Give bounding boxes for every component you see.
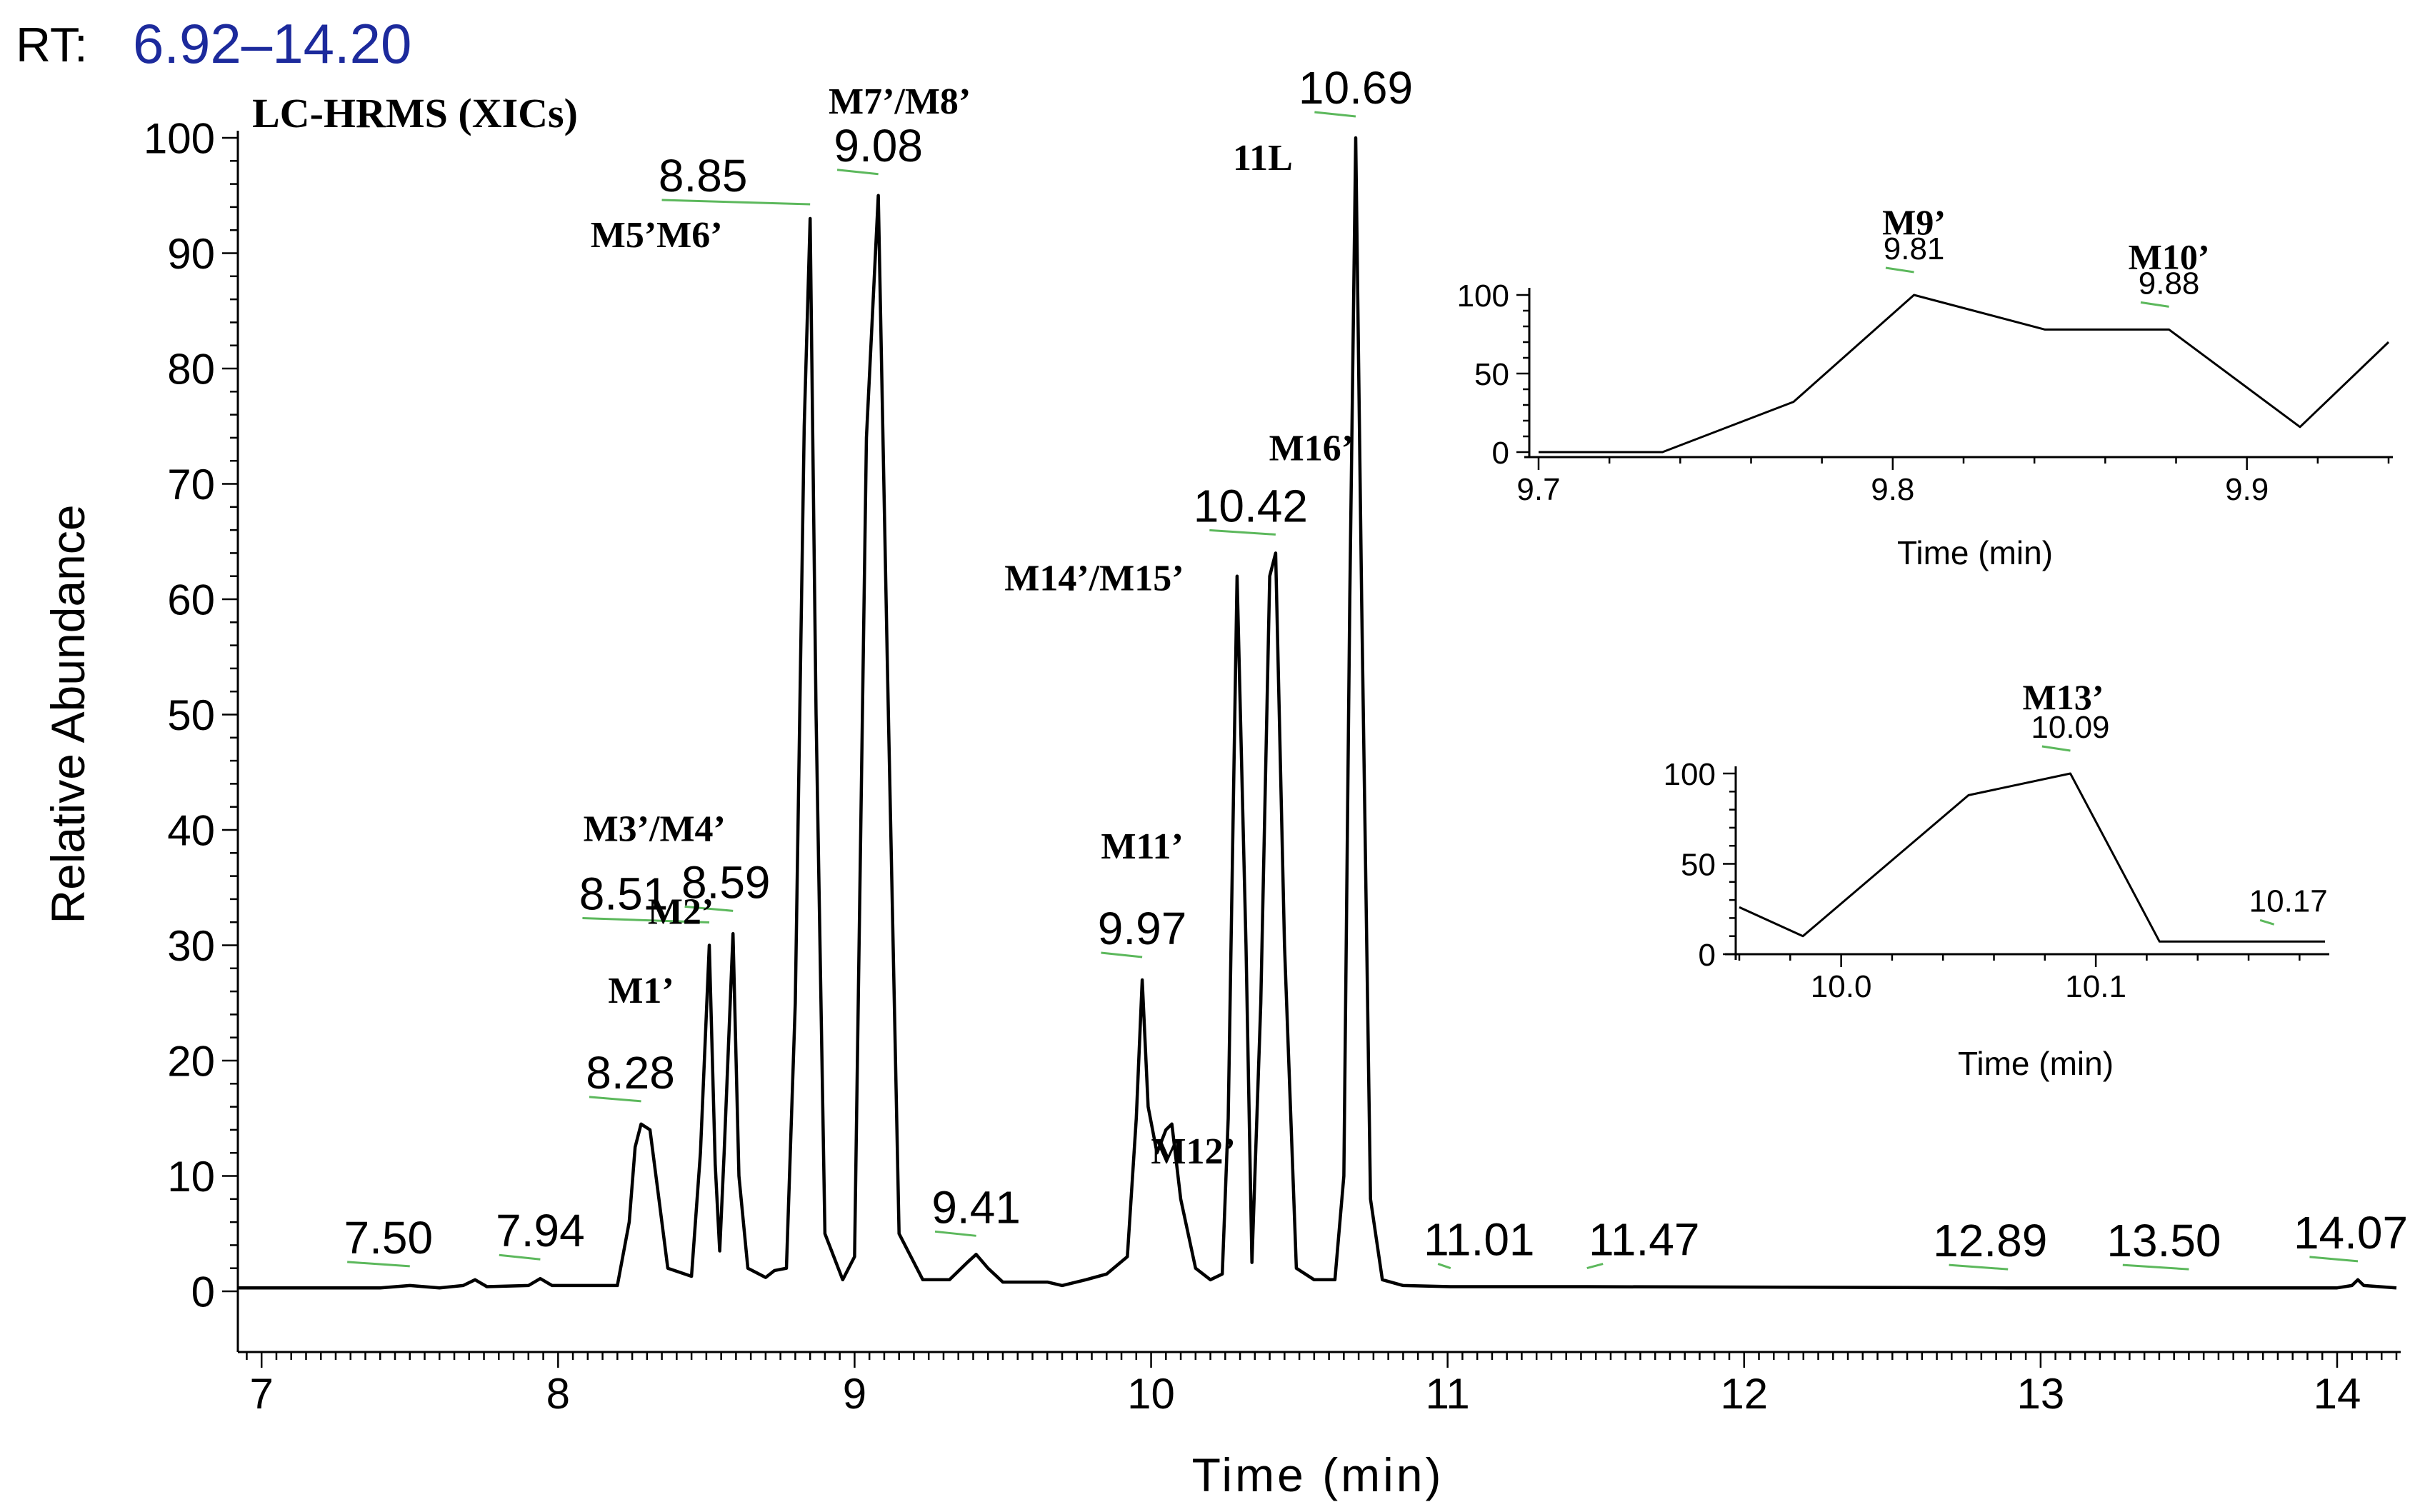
main-x-tick-label: 8 <box>546 1370 570 1418</box>
main-y-tick-label: 70 <box>167 461 215 509</box>
main-rt-label: 8.85 <box>659 150 748 201</box>
inset1-y-tick-label: 100 <box>1457 279 1509 314</box>
main-rt-leader <box>836 169 879 176</box>
inset1-x-tick-label: 9.7 <box>1516 472 1560 507</box>
main-rt-label: 12.89 <box>1933 1215 2047 1266</box>
main-rt-leader <box>1586 1263 1604 1269</box>
main-rt-label: 7.50 <box>344 1212 433 1263</box>
rt-label: RT: <box>16 18 88 72</box>
main-x-tick-label: 13 <box>2016 1370 2064 1418</box>
main-peak-annotation: M11’ <box>1101 826 1184 867</box>
inset2-x-tick-label: 10.0 <box>1811 969 1872 1004</box>
main-rt-leader <box>1101 951 1143 958</box>
main-peak-annotation: M7’/M8’ <box>829 81 971 122</box>
main-peak-annotation: M12’ <box>1151 1131 1235 1172</box>
main-peak-annotation: M16’ <box>1269 428 1354 469</box>
inset1-y-tick-label: 50 <box>1474 357 1509 392</box>
main-y-axis-label: Relative Abundance <box>41 504 94 923</box>
main-rt-label: 8.59 <box>681 856 771 908</box>
inset1-rt-leader <box>1885 266 1914 274</box>
main-rt-label: 9.97 <box>1098 903 1187 954</box>
main-y-tick-label: 80 <box>167 346 215 394</box>
inset1-rt-leader <box>2140 301 2169 308</box>
main-y-tick-label: 50 <box>167 691 215 739</box>
main-rt-label: 7.94 <box>496 1205 585 1256</box>
inset1-y-tick-label: 0 <box>1492 436 1509 471</box>
main-peak-annotation: M5’M6’ <box>591 215 723 256</box>
main-rt-label: 8.28 <box>586 1047 675 1098</box>
main-rt-label: 8.51 <box>579 868 669 920</box>
main-rt-label: 11.47 <box>1589 1214 1699 1266</box>
main-x-tick-label: 11 <box>1425 1370 1469 1418</box>
main-rt-leader <box>499 1253 541 1261</box>
main-rt-leader <box>661 199 811 206</box>
main-rt-leader <box>1437 1263 1451 1269</box>
inset2-rt-leader <box>2041 745 2071 752</box>
inset1-x-tick-label: 9.8 <box>1871 472 1914 507</box>
main-rt-leader <box>582 917 710 923</box>
main-y-tick-label: 60 <box>167 576 215 624</box>
inset1-x-axis-label: Time (min) <box>1897 534 2053 571</box>
main-peak-annotation: 11L <box>1233 138 1293 179</box>
main-peak-annotation: M1’ <box>608 971 674 1011</box>
inset2-rt-leader <box>2259 918 2275 926</box>
main-rt-leader <box>934 1230 976 1237</box>
inset2-peak-annotation: M13’ <box>2023 677 2104 717</box>
inset1-peak-annotation: M10’ <box>2129 236 2210 276</box>
main-x-tick-label: 12 <box>1720 1370 1768 1418</box>
inset1-peak-annotation: M9’ <box>1882 202 1946 242</box>
rt-range: 6.92–14.20 <box>133 12 411 75</box>
inset1-rt-label: 9.81 <box>1884 231 1945 266</box>
inset1-x-tick-label: 9.9 <box>2225 472 2269 507</box>
main-rt-label: 10.69 <box>1299 62 1413 114</box>
inset2-trace-line <box>1739 772 2325 943</box>
inset1-trace-line <box>1539 294 2390 454</box>
main-rt-leader <box>589 1096 641 1103</box>
main-rt-leader <box>1949 1263 2009 1271</box>
main-rt-leader <box>1314 111 1356 118</box>
main-rt-label: 11.01 <box>1424 1214 1534 1266</box>
inset2-y-tick-label: 0 <box>1699 938 1716 973</box>
main-y-tick-label: 90 <box>167 230 215 278</box>
main-x-tick-label: 9 <box>843 1370 866 1418</box>
inset2-x-tick-label: 10.1 <box>2065 969 2126 1004</box>
inset2-y-tick-label: 100 <box>1664 757 1716 792</box>
main-rt-label: 9.08 <box>834 120 923 171</box>
main-x-tick-label: 7 <box>250 1370 274 1418</box>
main-rt-leader <box>684 905 734 912</box>
main-x-tick-label: 14 <box>2314 1370 2361 1418</box>
inset2-x-axis-label: Time (min) <box>1958 1045 2114 1082</box>
main-rt-label: 14.07 <box>2294 1207 2408 1258</box>
main-y-tick-label: 0 <box>191 1268 215 1316</box>
main-title: LC-HRMS (XICs) <box>252 90 578 136</box>
main-x-tick-label: 10 <box>1127 1370 1175 1418</box>
main-y-tick-label: 20 <box>167 1038 215 1086</box>
main-rt-leader <box>347 1261 410 1268</box>
main-rt-leader <box>2122 1263 2189 1271</box>
main-peak-annotation: M2’ <box>648 892 714 933</box>
main-rt-leader <box>1209 529 1276 536</box>
main-peak-annotation: M14’/M15’ <box>1004 559 1184 599</box>
main-rt-leader <box>2309 1256 2359 1263</box>
inset2-rt-label: 10.09 <box>2031 710 2109 745</box>
main-rt-label: 13.50 <box>2106 1215 2221 1266</box>
main-y-tick-label: 10 <box>167 1153 215 1201</box>
main-x-axis-label: Time (min) <box>1192 1448 1444 1501</box>
rt-header-svg: RT: 6.92–14.20 <box>16 12 411 75</box>
inset2-rt-label: 10.17 <box>2249 883 2328 918</box>
main-peak-annotation: M3’/M4’ <box>584 808 726 849</box>
main-rt-label: 9.41 <box>931 1181 1021 1233</box>
inset2-y-tick-label: 50 <box>1681 847 1716 882</box>
main-y-tick-label: 40 <box>167 807 215 855</box>
main-y-tick-label: 100 <box>144 115 215 163</box>
main-trace-line <box>238 136 2397 1290</box>
main-rt-label: 10.42 <box>1194 480 1308 531</box>
inset1-rt-label: 9.88 <box>2139 266 2200 301</box>
main-y-tick-label: 30 <box>167 922 215 970</box>
